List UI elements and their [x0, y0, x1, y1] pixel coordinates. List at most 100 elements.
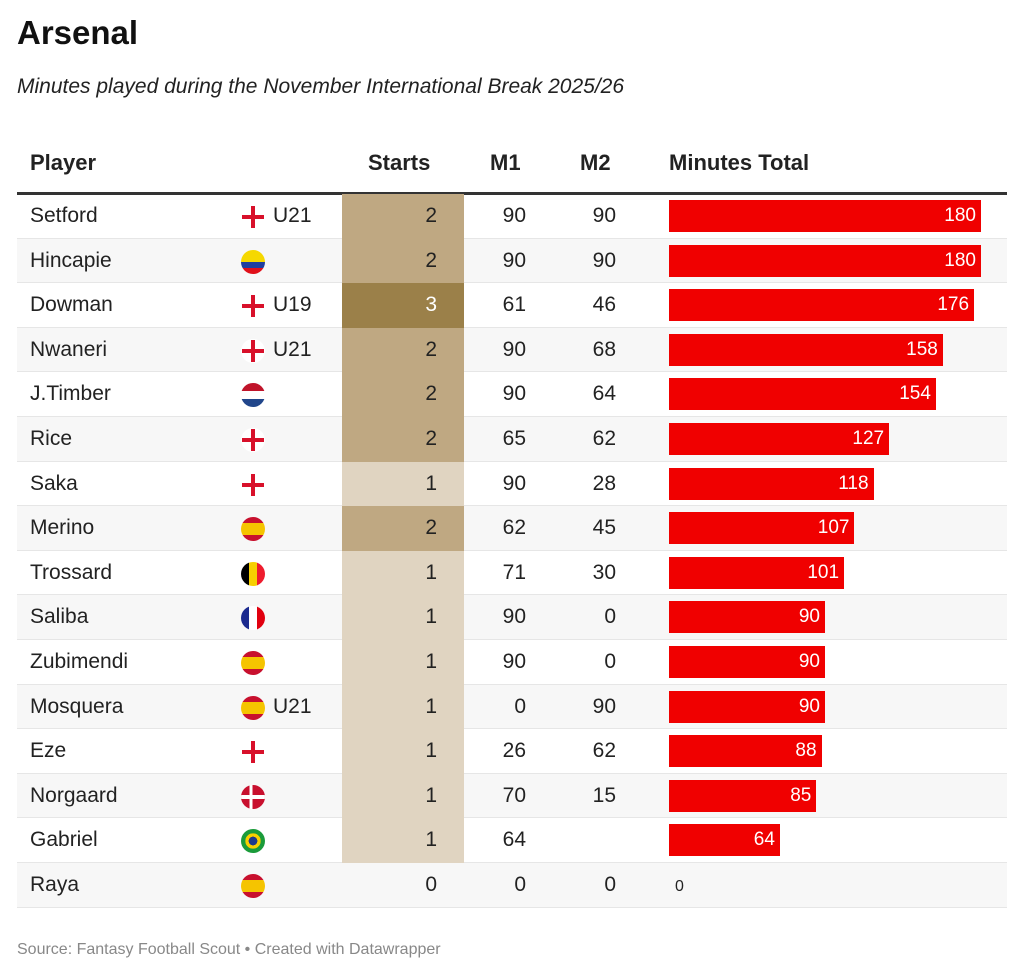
starts-cell: 1: [342, 773, 464, 819]
m2-cell: 90: [592, 204, 616, 227]
england-flag-icon: [241, 338, 265, 363]
table-row: Mosquera U21 1 0 90 90: [17, 684, 1007, 730]
minutes-total-bar: 176: [669, 289, 975, 322]
spain-flag-icon: [241, 873, 265, 898]
header-starts[interactable]: Starts: [368, 150, 431, 175]
player-name: Rice: [30, 426, 73, 450]
minutes-total-bar: 158: [669, 333, 943, 366]
minutes-total-bar: 64: [669, 824, 780, 857]
m1-cell: 61: [502, 293, 526, 317]
chart-title: Arsenal: [17, 14, 139, 51]
england-flag-icon: [241, 740, 265, 765]
player-name: Dowman: [30, 293, 113, 317]
m1-cell: 90: [502, 337, 526, 361]
table-row: Trossard 1 71 30 101: [17, 550, 1007, 596]
player-name: Eze: [30, 739, 67, 763]
player-name: Gabriel: [30, 828, 98, 852]
starts-cell: 1: [342, 550, 464, 596]
table-row: Raya 0 0 0 0: [17, 862, 1007, 908]
table-row: J.Timber 2 90 64 154: [17, 372, 1007, 417]
m2-cell: 62: [592, 739, 616, 763]
header-m2[interactable]: M2: [580, 150, 611, 175]
table-row: Merino 2 62 45 107: [17, 506, 1007, 551]
ecuador-flag-icon: [241, 249, 265, 274]
header-player[interactable]: Player: [30, 150, 97, 175]
minutes-total-bar: 180: [669, 244, 981, 277]
player-name: Hincapie: [30, 248, 112, 272]
player-name: J.Timber: [30, 382, 111, 406]
player-name: Mosquera: [30, 694, 124, 718]
m1-cell: 90: [502, 649, 526, 673]
starts-cell: 3: [342, 283, 464, 328]
starts-cell: 1: [342, 595, 464, 640]
spain-flag-icon: [241, 517, 265, 542]
starts-cell: 2: [342, 506, 464, 551]
player-name: Zubimendi: [30, 649, 129, 673]
spain-flag-icon: [241, 650, 265, 675]
player-name: Nwaneri: [30, 337, 108, 361]
starts-cell: 2: [342, 372, 464, 417]
m1-cell: 70: [502, 783, 526, 807]
m1-cell: 90: [502, 605, 526, 629]
starts-cell: 0: [425, 872, 437, 896]
minutes-total-bar: 107: [669, 512, 855, 545]
m1-cell: 90: [502, 248, 526, 272]
minutes-total-bar: 101: [669, 556, 845, 589]
table-row: Rice 2 65 62 127: [17, 416, 1007, 462]
player-name: Raya: [30, 872, 80, 896]
m2-cell: 90: [592, 248, 616, 272]
player-name: Saka: [30, 471, 78, 495]
age-group-tag: U21: [273, 337, 312, 361]
starts-cell: 1: [342, 818, 464, 863]
table-row: Eze 1 26 62 88: [17, 729, 1007, 774]
minutes-total-bar: 180: [669, 200, 981, 232]
starts-cell: 1: [342, 639, 464, 685]
m1-cell: 90: [502, 204, 526, 227]
starts-cell: 1: [342, 684, 464, 730]
table-header: Player Starts M1 M2 Minutes Total: [17, 146, 1007, 195]
minutes-total-bar: 90: [669, 690, 825, 723]
header-minutes-total[interactable]: Minutes Total: [669, 150, 810, 175]
starts-cell: 1: [342, 729, 464, 774]
m1-cell: 65: [502, 426, 526, 450]
m2-cell: 46: [592, 293, 616, 317]
m2-cell: 0: [604, 605, 616, 629]
starts-cell: 2: [342, 194, 464, 239]
m2-cell: 62: [592, 426, 616, 450]
header-m1[interactable]: M1: [490, 150, 521, 175]
m1-cell: 64: [502, 828, 526, 852]
table-row: Saka 1 90 28 118: [17, 461, 1007, 507]
player-name: Setford: [30, 204, 98, 227]
minutes-total-bar: 88: [669, 735, 822, 768]
minutes-total-bar: 154: [669, 378, 936, 411]
m1-cell: 71: [502, 560, 526, 584]
table-row: Nwaneri U21 2 90 68 158: [17, 327, 1007, 373]
m2-cell: 30: [592, 560, 616, 584]
m2-cell: 0: [604, 872, 616, 896]
table-row: Hincapie 2 90 90 180: [17, 238, 1007, 284]
player-name: Saliba: [30, 605, 89, 629]
england-flag-icon: [241, 205, 265, 229]
player-name: Merino: [30, 516, 95, 540]
player-name: Trossard: [30, 560, 113, 584]
starts-cell: 2: [342, 416, 464, 462]
m1-cell: 62: [502, 516, 526, 540]
starts-cell: 2: [342, 238, 464, 284]
player-name: Norgaard: [30, 783, 118, 807]
minutes-total-bar: 118: [669, 467, 874, 500]
table-row: Saliba 1 90 0 90: [17, 595, 1007, 640]
england-flag-icon: [241, 294, 265, 319]
table-row: Zubimendi 1 90 0 90: [17, 639, 1007, 685]
m1-cell: 0: [514, 872, 526, 896]
england-flag-icon: [241, 427, 265, 452]
m2-cell: 28: [592, 471, 616, 495]
minutes-total-bar: 90: [669, 601, 825, 634]
m2-cell: 68: [592, 337, 616, 361]
m2-cell: 64: [592, 382, 616, 406]
m2-cell: 45: [592, 516, 616, 540]
m1-cell: 90: [502, 382, 526, 406]
denmark-flag-icon: [241, 784, 265, 809]
chart-subtitle: Minutes played during the November Inter…: [17, 75, 625, 98]
m2-cell: 90: [592, 694, 616, 718]
starts-cell: 2: [342, 327, 464, 373]
